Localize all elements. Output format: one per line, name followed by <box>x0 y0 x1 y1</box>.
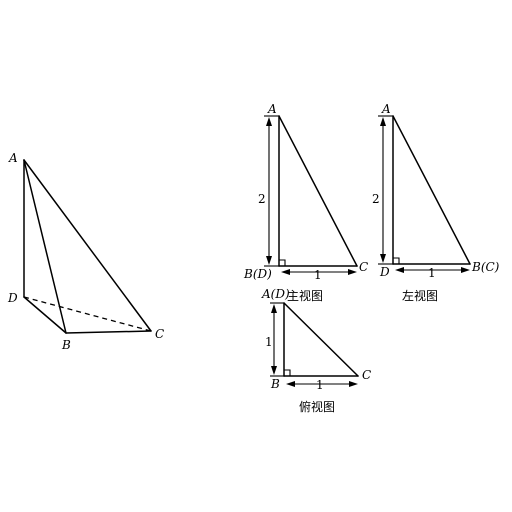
side-view-height-arrow-up <box>380 117 386 126</box>
top-view-height-arrow-up <box>271 304 277 313</box>
top-view-hypotenuse <box>283 302 359 377</box>
front-view-bottom-right-label: C <box>359 260 368 274</box>
front-view-right-angle-mark <box>279 259 286 266</box>
side-view-base-value: 1 <box>428 266 436 280</box>
top-view-base-arrow-left <box>286 381 295 387</box>
side-view-top-label: A <box>381 102 391 116</box>
side-view-caption: 左视图 <box>402 288 438 303</box>
top-view-height-arrow-down <box>271 366 277 375</box>
front-view-caption: 主视图 <box>287 288 323 303</box>
vertex-a-label: A <box>8 151 18 165</box>
edge-dc-hidden <box>23 296 152 332</box>
top-view-caption: 俯视图 <box>299 399 335 414</box>
side-view-hypotenuse <box>392 115 471 265</box>
side-view-height-value: 2 <box>372 192 380 206</box>
side-view-bottom-right-label: B(C) <box>471 260 500 274</box>
side-view-base-arrow-right <box>461 267 470 273</box>
front-view-bottom-left-label: B(D) <box>243 267 272 281</box>
top-view-base-arrow-right <box>349 381 358 387</box>
side-view: 2 1 A D B(C) 左视图 <box>372 102 500 303</box>
front-view-base-arrow-left <box>281 269 290 275</box>
top-view-base-value: 1 <box>316 378 324 392</box>
front-view: 2 1 A B(D) C 主视图 <box>243 102 368 303</box>
vertex-c-label: C <box>155 327 164 341</box>
front-view-height-arrow-up <box>266 117 272 126</box>
front-view-base-arrow-right <box>348 269 357 275</box>
top-view-bottom-right-label: C <box>362 368 371 382</box>
side-view-bottom-left-label: D <box>379 265 390 279</box>
front-view-hypotenuse <box>278 115 358 267</box>
top-view: 1 1 A(D) B C 俯视图 <box>261 287 371 414</box>
front-view-height-value: 2 <box>258 192 266 206</box>
vertex-d-label: D <box>7 291 18 305</box>
front-view-base-value: 1 <box>314 268 322 282</box>
side-view-height-arrow-down <box>380 254 386 263</box>
side-view-right-angle-mark <box>393 257 400 264</box>
front-view-top-label: A <box>267 102 277 116</box>
edge-ac <box>23 159 152 332</box>
edge-bc <box>65 330 152 334</box>
tetrahedron-solid: A B C D <box>7 151 164 352</box>
top-view-top-label: A(D) <box>261 287 290 301</box>
top-view-right-angle-mark <box>284 369 291 376</box>
vertex-b-label: B <box>61 338 71 352</box>
top-view-bottom-left-label: B <box>270 377 280 391</box>
front-view-height-arrow-down <box>266 256 272 265</box>
edge-ab <box>23 159 67 334</box>
side-view-base-arrow-left <box>395 267 404 273</box>
top-view-height-value: 1 <box>265 335 273 349</box>
edge-db <box>23 296 67 334</box>
